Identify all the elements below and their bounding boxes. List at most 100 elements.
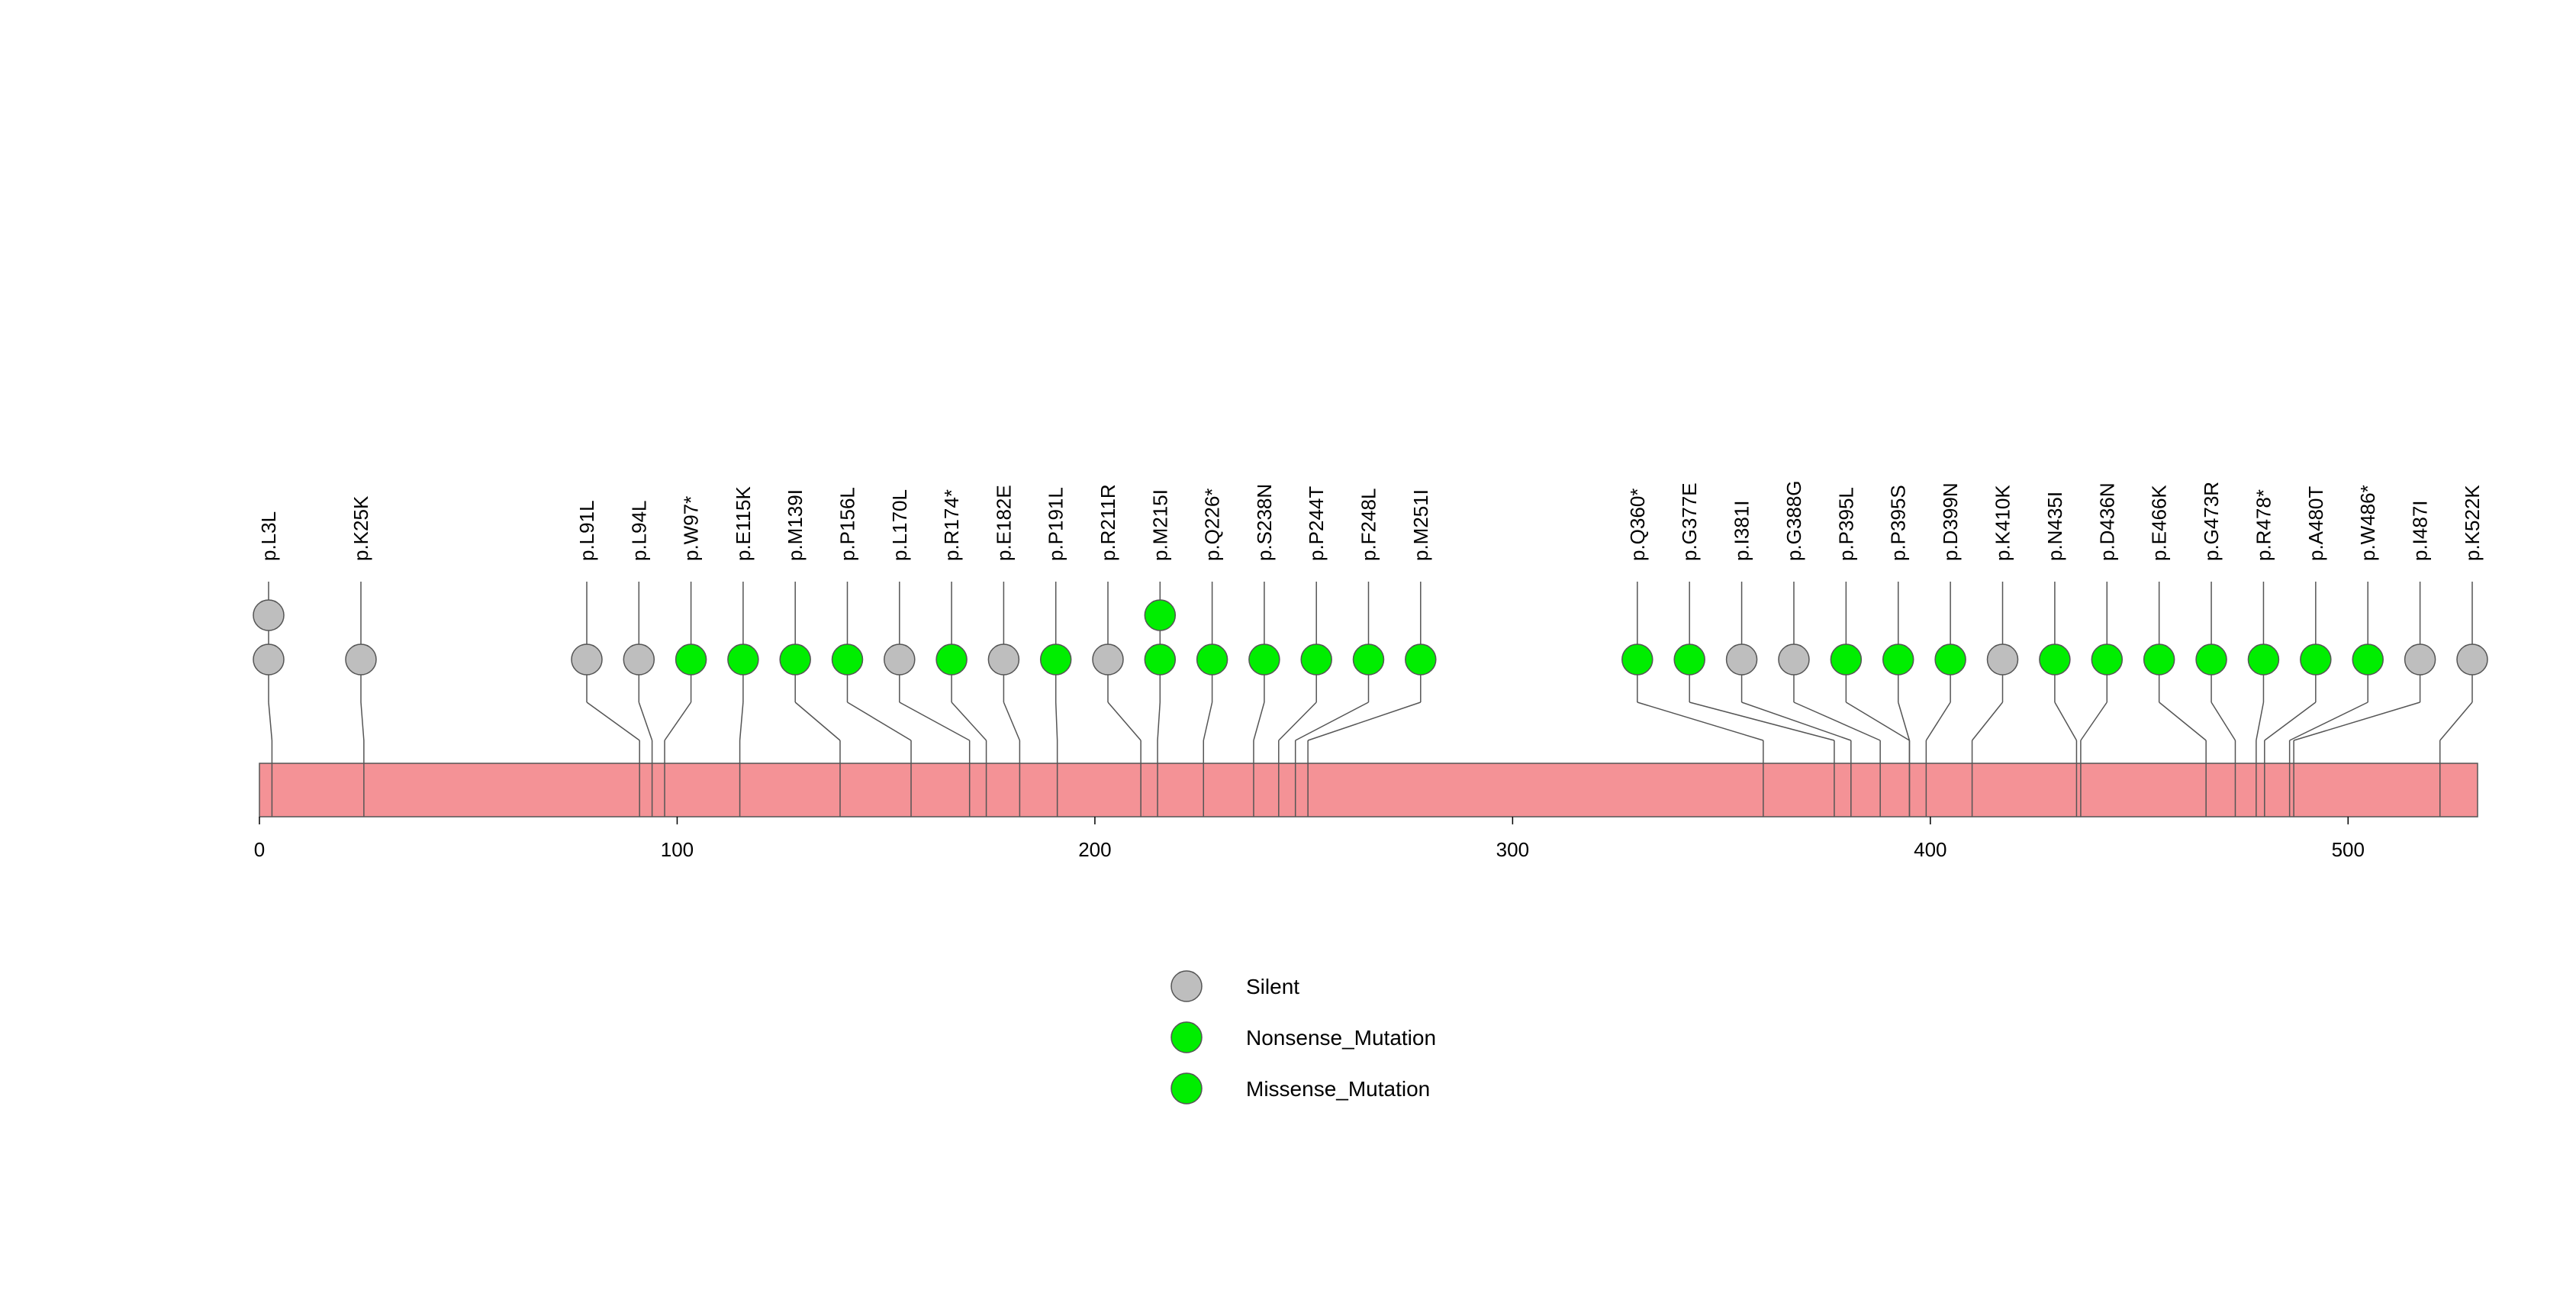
mutation-point: [987, 643, 1020, 676]
connector-line: [1003, 701, 1021, 741]
connector-line: [1107, 701, 1141, 741]
mutation-label: p.R211R: [1096, 484, 1119, 561]
mutation-label: p.P395L: [1834, 487, 1857, 561]
mutation-point: [1144, 643, 1177, 676]
connector-line: [1845, 701, 1910, 741]
connector-line: [2256, 701, 2265, 741]
mutation-label: p.W97*: [680, 496, 703, 561]
connector-line: [1278, 701, 1317, 741]
x-tick-label: 400: [1914, 838, 1946, 861]
connector-line: [2293, 701, 2420, 741]
mutation-point: [2300, 643, 2332, 676]
mutation-point: [253, 599, 285, 631]
mutation-point: [1405, 643, 1437, 676]
legend-label: Missense_Mutation: [1246, 1077, 1430, 1101]
mutation-point: [345, 643, 377, 676]
mutation-point: [779, 643, 811, 676]
connector-line: [638, 701, 653, 741]
legend-marker: [1170, 1072, 1203, 1105]
connector-line: [2289, 701, 2368, 741]
mutation-point: [1673, 643, 1705, 676]
connector-line: [586, 701, 640, 741]
mutation-point: [2091, 643, 2124, 676]
legend-marker: [1170, 970, 1203, 1002]
mutation-point: [2247, 643, 2280, 676]
mutation-label: p.L91L: [575, 500, 598, 561]
mutation-label: p.R174*: [940, 489, 963, 561]
connector-line: [664, 701, 692, 741]
mutation-point: [675, 643, 707, 676]
legend-label: Nonsense_Mutation: [1246, 1026, 1436, 1050]
mutation-point: [831, 643, 864, 676]
mutation-point: [1248, 643, 1280, 676]
mutation-label: p.P191L: [1045, 487, 1067, 561]
mutation-point: [1621, 643, 1653, 676]
mutation-label: p.G377E: [1678, 482, 1701, 561]
connector-line: [1055, 701, 1058, 741]
mutation-label: p.F248L: [1357, 489, 1380, 561]
connector-line: [2211, 701, 2236, 741]
mutation-label: p.M139I: [784, 489, 807, 561]
mutation-label: p.K522K: [2461, 485, 2484, 561]
mutation-point: [2039, 643, 2071, 676]
mutation-point: [1300, 643, 1332, 676]
connector-line: [1925, 701, 1951, 741]
mutation-point: [623, 643, 655, 676]
mutation-label: p.M251I: [1409, 489, 1432, 561]
connector-line: [1253, 701, 1265, 741]
connector-line: [1971, 701, 2004, 741]
x-tick-label: 500: [2332, 838, 2365, 861]
mutation-point: [727, 643, 759, 676]
connector-line: [1741, 701, 1852, 741]
mutation-label: p.I487I: [2409, 500, 2432, 561]
mutation-point: [935, 643, 968, 676]
protein-domain-bar: [259, 763, 2478, 818]
connector-line: [794, 701, 841, 741]
mutation-label: p.D399N: [1939, 482, 1962, 561]
connector-line: [1295, 701, 1369, 741]
x-tick-label: 200: [1078, 838, 1111, 861]
connector-line: [1307, 701, 1422, 741]
connector-line: [1689, 701, 1835, 741]
mutation-label: p.P244T: [1305, 486, 1328, 561]
mutation-point: [253, 643, 285, 676]
mutation-label: p.L170L: [888, 489, 911, 561]
connector-line: [2054, 701, 2078, 741]
mutation-label: p.L94L: [627, 500, 650, 561]
mutation-point: [2195, 643, 2227, 676]
mutation-point: [1725, 643, 1758, 676]
mutation-point: [1882, 643, 1914, 676]
mutation-point: [2456, 643, 2488, 676]
mutation-point: [1092, 643, 1124, 676]
mutation-label: p.G388G: [1782, 480, 1805, 561]
mutation-point: [1934, 643, 1966, 676]
mutation-label: p.E182E: [992, 485, 1015, 561]
mutation-label: p.R478*: [2252, 489, 2275, 561]
connector-line: [1637, 701, 1764, 741]
connector-line: [951, 701, 987, 741]
mutation-label: p.A480T: [2304, 486, 2327, 561]
mutation-label: p.K25K: [349, 495, 372, 561]
connector-line: [1203, 701, 1213, 741]
legend-label: Silent: [1246, 975, 1299, 998]
mutation-label: p.S238N: [1253, 484, 1276, 561]
mutation-point: [1352, 643, 1385, 676]
mutation-label: p.L3L: [257, 511, 280, 561]
connector-line: [1157, 701, 1161, 741]
mutation-point: [571, 643, 603, 676]
mutation-label: p.N435I: [2043, 492, 2066, 561]
mutation-label: p.K410K: [1992, 485, 2014, 561]
connector-line: [2080, 701, 2107, 741]
connector-line: [1793, 701, 1881, 741]
mutation-label: p.M215I: [1148, 489, 1171, 561]
mutation-point: [884, 643, 916, 676]
mutation-point: [1778, 643, 1810, 676]
connector-line: [360, 701, 365, 741]
connector-line: [2264, 701, 2317, 741]
mutation-label: p.D436N: [2095, 482, 2118, 561]
connector-line: [2159, 701, 2207, 741]
connector-line: [268, 701, 273, 741]
mutation-point: [2143, 643, 2175, 676]
connector-line: [1898, 701, 1911, 741]
